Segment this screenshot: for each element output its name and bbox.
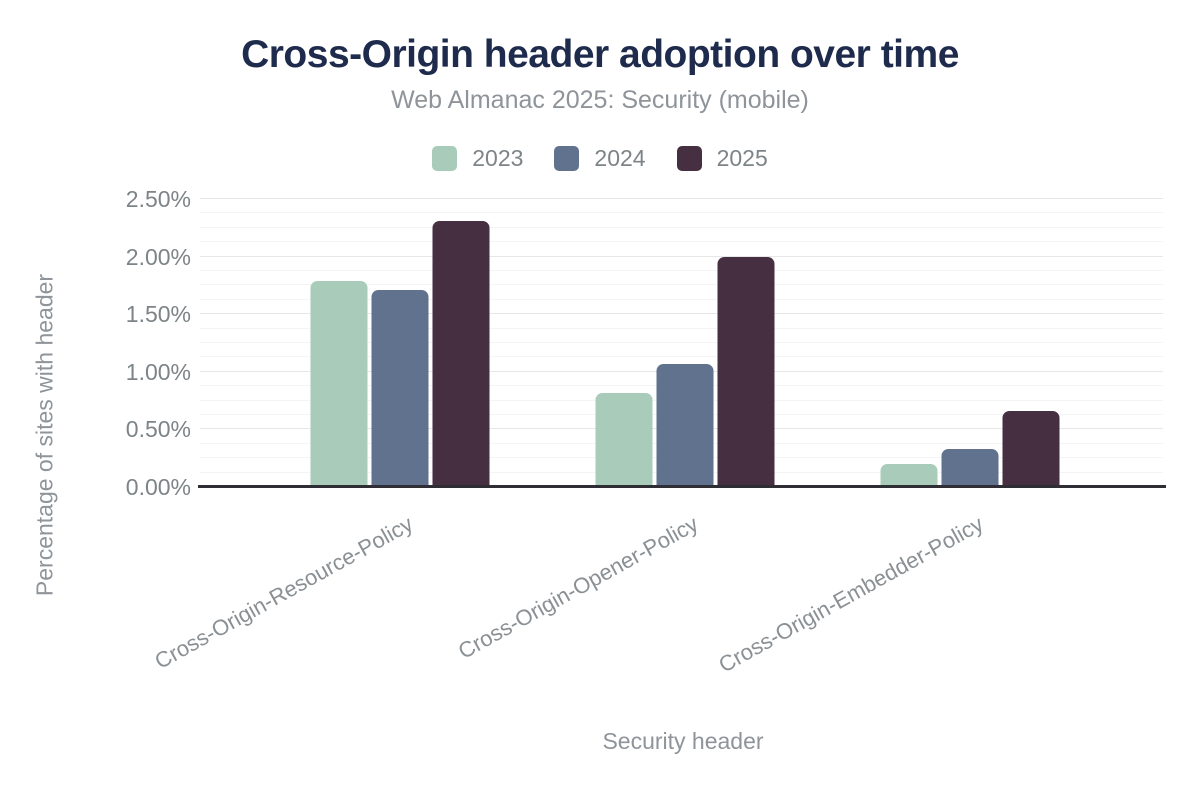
bar-2023[interactable]	[880, 463, 938, 487]
legend-item-2024[interactable]: 2024	[554, 145, 646, 172]
x-category-label: Cross-Origin-Opener-Policy	[453, 511, 703, 664]
gridline	[200, 212, 1163, 214]
x-category-label: Cross-Origin-Resource-Policy	[150, 511, 418, 674]
legend-label: 2023	[472, 145, 524, 171]
bar-2024[interactable]	[941, 448, 999, 487]
bar-2024[interactable]	[371, 290, 429, 487]
y-tick-label: 1.50%	[125, 301, 191, 328]
gridline	[200, 342, 1163, 343]
legend-label: 2025	[716, 145, 768, 171]
bar-group	[310, 220, 490, 487]
bar-2025[interactable]	[1002, 410, 1060, 487]
plot-area	[198, 198, 1166, 488]
gridline	[200, 313, 1163, 315]
bar-2023[interactable]	[595, 392, 653, 487]
gridline	[200, 284, 1163, 286]
gridline	[200, 327, 1163, 329]
bar-group	[880, 410, 1060, 487]
bar-group	[595, 256, 775, 487]
chart-title: Cross-Origin header adoption over time	[241, 33, 959, 76]
bar-2023[interactable]	[310, 280, 368, 487]
legend-label: 2024	[594, 145, 646, 171]
bar-2025[interactable]	[432, 220, 490, 487]
x-axis-title: Security header	[602, 728, 764, 754]
y-tick-label: 2.50%	[125, 186, 191, 212]
legend-swatch-icon	[676, 146, 702, 171]
legend: 2023 2024 2025	[0, 145, 1200, 172]
legend-swatch-icon	[554, 146, 580, 171]
y-tick-label: 1.00%	[125, 358, 191, 385]
gridline	[200, 241, 1163, 243]
legend-item-2023[interactable]: 2023	[432, 145, 523, 172]
gridline	[200, 198, 1163, 199]
bar-2024[interactable]	[656, 363, 714, 487]
gridline	[200, 298, 1163, 300]
legend-item-2025[interactable]: 2025	[676, 145, 768, 172]
gridline	[200, 356, 1163, 358]
x-axis-line	[198, 485, 1166, 488]
legend-swatch-icon	[432, 146, 458, 171]
y-tick-label: 0.00%	[125, 474, 191, 500]
y-tick-label: 2.00%	[125, 243, 191, 270]
y-tick-label: 0.50%	[125, 416, 191, 443]
gridline	[200, 270, 1163, 271]
x-category-label: Cross-Origin-Embedder-Policy	[714, 511, 988, 678]
gridline	[200, 226, 1163, 228]
bar-2025[interactable]	[717, 256, 775, 487]
chart-subtitle: Web Almanac 2025: Security (mobile)	[391, 86, 809, 114]
y-axis-title: Percentage of sites with header	[31, 273, 58, 597]
gridline	[200, 255, 1163, 257]
